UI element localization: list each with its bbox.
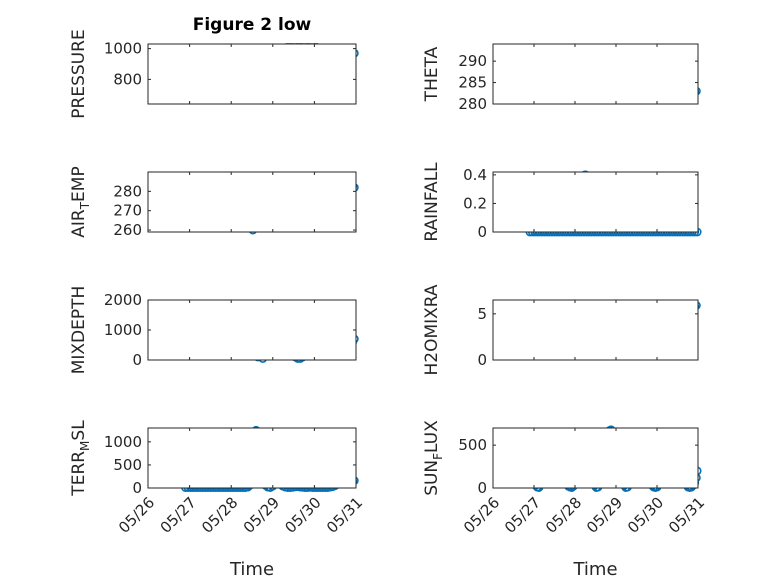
y-tick-label: 1000 (104, 321, 142, 339)
y-tick-label: 500 (113, 456, 142, 474)
y-tick-label: 260 (113, 221, 142, 239)
y-axis-label: RAINFALL (422, 162, 442, 242)
y-tick-label: 0.4 (463, 166, 487, 184)
y-tick-label: 500 (458, 436, 487, 454)
y-tick-label: 0 (132, 479, 142, 497)
axes-box (147, 171, 357, 233)
panel-h2omixra: 0 5 H2OMIXRA (422, 284, 701, 376)
y-tick-label: 5 (477, 305, 487, 323)
axes-box (147, 43, 357, 105)
x-axis-label: Time (572, 559, 617, 580)
panel-pressure: 800 1000 PRESSURE (69, 29, 359, 119)
y-axis-label: TERRMSL (69, 420, 92, 497)
y-tick-label: 1000 (104, 433, 142, 451)
y-tick-label: 270 (113, 202, 142, 220)
panel-rainfall: 0 0.2 0.4 RAINFALL (422, 162, 702, 242)
y-axis-label: MIXDEPTH (69, 286, 89, 375)
y-axis-label: SUNFLUX (422, 420, 445, 496)
x-tick-label: 05/26 (115, 494, 158, 537)
x-axis-label: Time (229, 559, 274, 580)
y-tick-label: 290 (458, 52, 487, 70)
x-tick-label: 05/31 (323, 494, 366, 537)
y-axis-label: H2OMIXRA (422, 284, 442, 375)
x-tick-label: 05/26 (460, 494, 503, 537)
panel-mixdepth: 0 1000 2000 MIXDEPTH (69, 286, 359, 375)
panel-theta: 280 285 290 THETA (422, 43, 701, 113)
y-axis-label: AIRTEMP (69, 166, 92, 237)
axes-box (147, 427, 357, 489)
x-tick-label: 05/30 (281, 494, 324, 537)
y-axis-label: THETA (422, 46, 442, 102)
y-tick-label: 0 (477, 223, 487, 241)
y-tick-label: 0.2 (463, 194, 487, 212)
y-tick-label: 0 (477, 479, 487, 497)
x-tick-label: 05/27 (501, 494, 544, 537)
y-tick-label: 280 (458, 95, 487, 113)
axes-box (147, 299, 357, 361)
figure-title: Figure 2 low (193, 15, 312, 35)
y-tick-label: 0 (132, 351, 142, 369)
x-tick-label: 05/29 (240, 494, 283, 537)
y-tick-label: 280 (113, 182, 142, 200)
y-tick-label: 285 (458, 74, 487, 92)
axes-box (492, 427, 699, 489)
x-tick-label: 05/31 (665, 494, 708, 537)
x-tick-label: 05/28 (542, 494, 585, 537)
y-tick-label: 1000 (104, 40, 142, 58)
x-tick-label: 05/30 (624, 494, 667, 537)
y-axis-label: PRESSURE (69, 29, 89, 118)
x-tick-label: 05/28 (198, 494, 241, 537)
axes-box (492, 171, 699, 233)
y-tick-label: 2000 (104, 291, 142, 309)
axes-box (492, 299, 699, 361)
y-tick-label: 800 (113, 70, 142, 88)
y-tick-label: 0 (477, 351, 487, 369)
axes-box (492, 43, 699, 105)
x-tick-label: 05/29 (583, 494, 626, 537)
x-tick-label: 05/27 (157, 494, 200, 537)
